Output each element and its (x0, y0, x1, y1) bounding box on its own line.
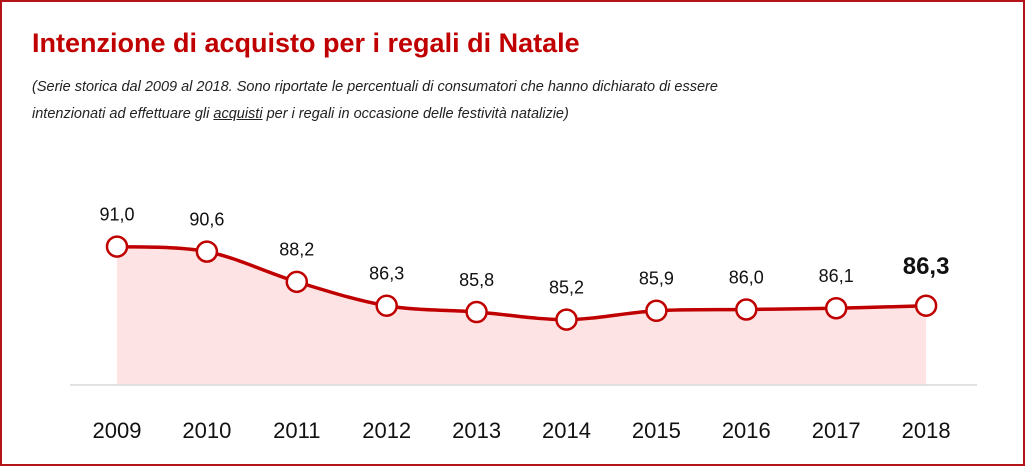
x-tick-label: 2010 (182, 418, 231, 443)
data-label: 85,2 (549, 277, 584, 297)
x-tick-label: 2016 (722, 418, 771, 443)
x-tick-label: 2015 (632, 418, 681, 443)
subtitle-line: intenzionati ad effettuare gli acquisti … (32, 101, 718, 128)
subtitle-text: acquisti (213, 106, 263, 122)
data-label: 86,3 (369, 263, 404, 283)
x-tick-label: 2009 (93, 418, 142, 443)
marker (375, 294, 398, 317)
marker (645, 299, 668, 323)
x-tick-label: 2011 (273, 418, 320, 443)
marker (555, 308, 578, 331)
x-tick-label: 2017 (812, 418, 861, 443)
marker (195, 240, 219, 263)
subtitle-text: intenzionati ad effettuare gli (32, 106, 214, 122)
data-label: 88,2 (279, 240, 314, 260)
data-label: 86,0 (729, 267, 764, 287)
data-label: 86,1 (819, 266, 854, 286)
area (117, 246, 927, 385)
data-label: 86,3 (903, 253, 950, 280)
marker (465, 300, 488, 324)
marker (105, 235, 129, 258)
data-label: 85,8 (459, 270, 494, 290)
chart-subtitle: (Serie storica dal 2009 al 2018. Sono ri… (32, 74, 718, 128)
subtitle-text: per i regali in occasione delle festivit… (262, 106, 569, 122)
data-label: 91,0 (99, 204, 134, 224)
marker (824, 296, 848, 320)
x-tick-label: 2018 (902, 418, 951, 443)
marker (285, 270, 309, 294)
x-tick-label: 2012 (362, 418, 411, 443)
line (116, 244, 927, 322)
subtitle-text: (Serie storica dal 2009 al 2018. Sono ri… (32, 79, 718, 95)
x-tick-label: 2013 (452, 418, 501, 443)
marker (914, 294, 938, 317)
marker (735, 298, 758, 321)
x-tick-label: 2014 (542, 418, 591, 443)
chart-title: Intenzione di acquisto per i regali di N… (32, 28, 580, 58)
data-label: 90,6 (189, 209, 224, 229)
data-label: 85,9 (639, 269, 674, 289)
